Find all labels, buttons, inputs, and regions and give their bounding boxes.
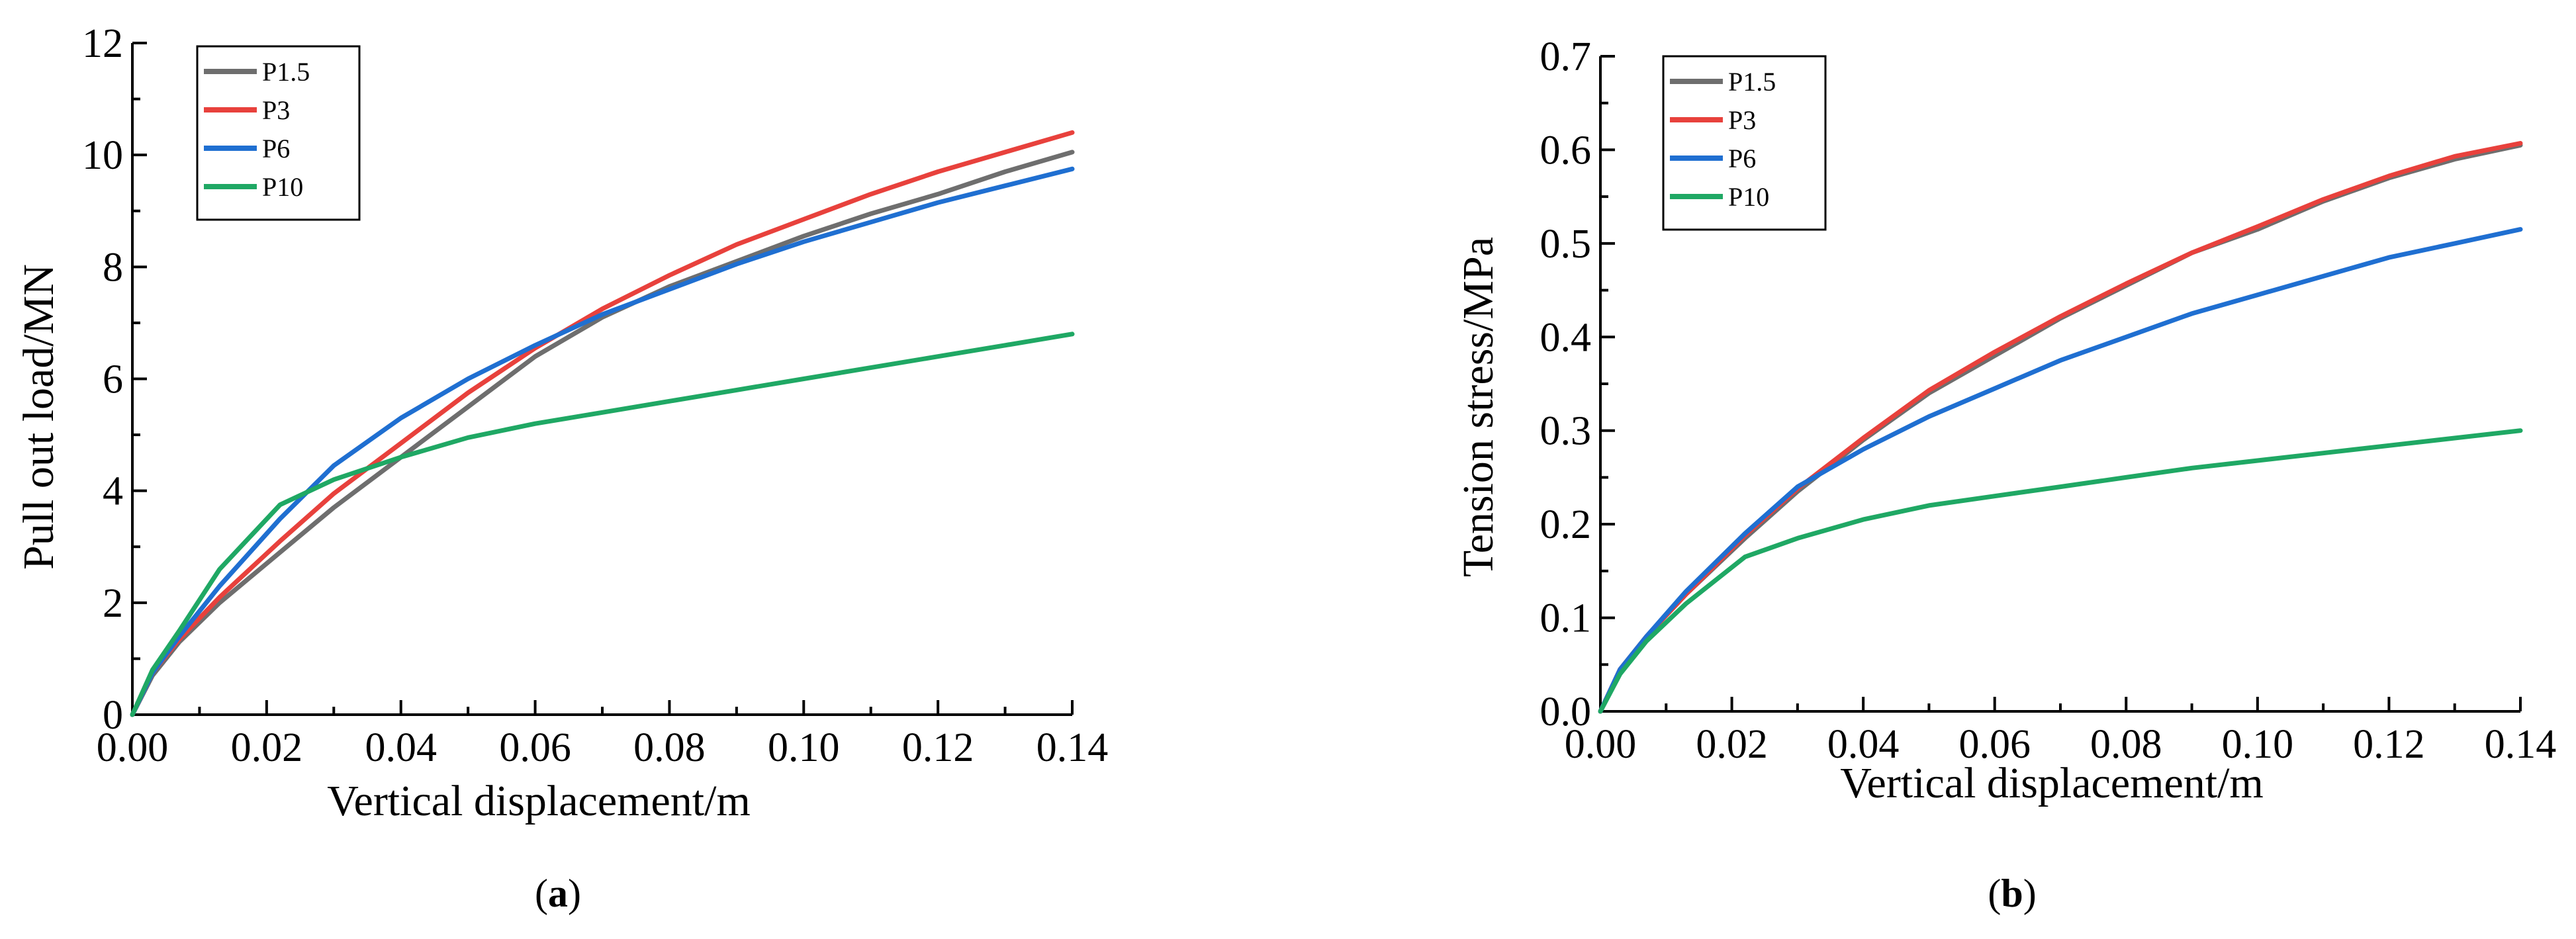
panel-b-chart: Tension stress/MPa Vertical displacement… [1454, 34, 2556, 915]
panel-a-chart: Pull out load/MN Vertical displacement/m… [15, 21, 1108, 915]
panel-a-series-p3-line [130, 130, 1075, 717]
panel-a-x-tick-label: 0.06 [499, 725, 571, 770]
panel-b-caption: (b) [1988, 872, 2036, 915]
panel-a-series-p1-5-line [130, 150, 1075, 717]
panel-b-x-tick-label: 0.12 [2353, 722, 2425, 767]
panel-b-legend-label: P10 [1728, 182, 1769, 212]
panel-a-legend-box [196, 45, 361, 221]
panel-b-y-axis-title: Tension stress/MPa [1454, 237, 1502, 577]
panel-b-x-tick-label: 0.02 [1696, 722, 1768, 767]
panel-a-x-axis-title: Vertical displacement/m [327, 777, 751, 825]
panel-a-y-tick-label: 8 [103, 245, 123, 290]
panel-a-series-p10-line [130, 332, 1075, 717]
panel-a-y-tick-label: 6 [103, 357, 123, 402]
panel-b-y-tick-label: 0.4 [1540, 315, 1592, 360]
panel-b-x-tick-label: 0.00 [1565, 722, 1637, 767]
panel-a-y-tick-label: 0 [103, 693, 123, 738]
panel-b-legend: P1.5 P3 P6 P10 [1662, 55, 1827, 231]
panel-a-x-tick-label: 0.14 [1036, 725, 1109, 770]
panel-a-legend: P1.5 P3 P6 P10 [196, 45, 361, 221]
panel-a-legend-label: P6 [262, 134, 290, 163]
panel-b-legend-label: P1.5 [1728, 67, 1776, 97]
panel-a-y-tick-label: 12 [82, 21, 123, 66]
panel-a-legend-label: P3 [262, 95, 290, 125]
panel-a-y-axis-title: Pull out load/MN [15, 264, 63, 570]
panel-b-legend-label: P6 [1728, 144, 1756, 173]
panel-b-y-tick-label: 0.1 [1540, 596, 1592, 641]
panel-a-caption: (a) [535, 872, 581, 915]
panel-b-plot-area: 0.00 0.02 0.04 0.06 0.08 0.10 0.12 0.14 0.0 0.1 0.… [1540, 34, 2557, 767]
panel-a-x-tick-label: 0.10 [768, 725, 840, 770]
panel-b-y-tick-label: 0.5 [1540, 222, 1592, 267]
panel-b-y-tick-label: 0.3 [1540, 409, 1592, 454]
panel-a-legend-label: P10 [262, 172, 303, 202]
panel-b-x-axis-title: Vertical displacement/m [1840, 759, 2264, 807]
panel-b-y-tick-label: 0.6 [1540, 128, 1592, 173]
panel-a-y-tick-label: 2 [103, 581, 123, 626]
panel-a-x-tick-label: 0.04 [365, 725, 437, 770]
panel-b-x-tick-label: 0.04 [1827, 722, 1900, 767]
panel-b-y-tick-label: 0.2 [1540, 502, 1592, 547]
panel-b-y-tick-label: 0.0 [1540, 690, 1592, 735]
panel-b-series-p10-line [1598, 428, 2523, 714]
panel-a-plot-area: 0.00 0.02 0.04 0.06 0.08 0.10 0.12 0.14 0 2 4 6 8 10 1… [82, 21, 1108, 770]
panel-b-x-tick-label: 0.08 [2090, 722, 2162, 767]
panel-a-series-p6-line [130, 166, 1075, 717]
panel-a-x-tick-label: 0.12 [902, 725, 974, 770]
panel-b-x-tick-label: 0.10 [2222, 722, 2294, 767]
panel-b-x-tick-label: 0.06 [1958, 722, 2031, 767]
panel-a-y-tick-label: 4 [103, 469, 123, 514]
panel-a-x-tick-label: 0.00 [97, 725, 169, 770]
panel-a-x-tick-label: 0.08 [633, 725, 706, 770]
panel-b-legend-box [1662, 55, 1827, 231]
panel-a-legend-label: P1.5 [262, 57, 310, 87]
panel-a-y-tick-label: 10 [82, 133, 123, 178]
panel-b-series-p6-line [1598, 227, 2523, 714]
panel-a-x-tick-label: 0.02 [231, 725, 303, 770]
panel-b-y-tick-label: 0.7 [1540, 34, 1592, 79]
panel-b-x-tick-label: 0.14 [2485, 722, 2557, 767]
panel-b-legend-label: P3 [1728, 105, 1756, 135]
